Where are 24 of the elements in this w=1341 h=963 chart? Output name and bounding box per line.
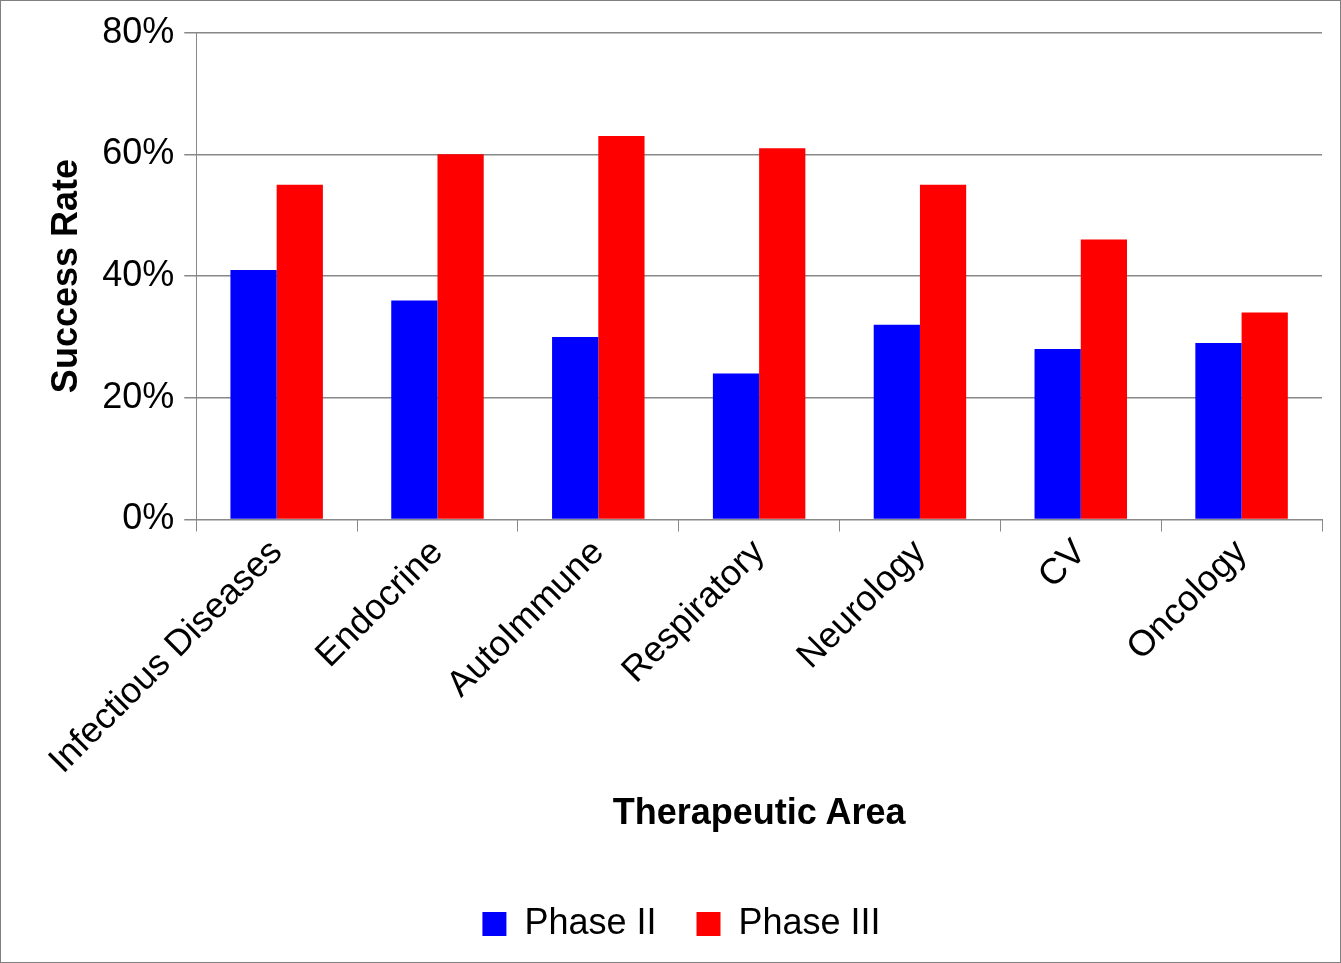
bar xyxy=(919,184,967,519)
bar xyxy=(1241,312,1288,519)
bar xyxy=(873,324,920,519)
bar xyxy=(276,184,323,519)
legend-label: Phase III xyxy=(738,900,881,942)
bar xyxy=(1195,343,1242,519)
bar xyxy=(598,136,645,519)
y-tick-label: 0% xyxy=(122,496,175,538)
bar xyxy=(391,300,438,519)
y-tick-label: 40% xyxy=(102,252,175,294)
y-tick-label: 80% xyxy=(102,9,175,51)
y-tick-label: 20% xyxy=(102,374,175,416)
bar xyxy=(712,373,760,519)
bar xyxy=(552,336,599,519)
legend-label: Phase II xyxy=(524,900,657,942)
bar xyxy=(230,269,277,519)
bar xyxy=(1080,239,1127,519)
y-axis-title: Success Rate xyxy=(43,158,85,394)
x-axis-title: Therapeutic Area xyxy=(612,791,907,833)
bar xyxy=(437,154,484,519)
bar xyxy=(759,148,806,519)
x-tick-label: CV xyxy=(1029,530,1094,595)
y-tick-label: 60% xyxy=(102,131,175,173)
bar xyxy=(1034,349,1081,519)
